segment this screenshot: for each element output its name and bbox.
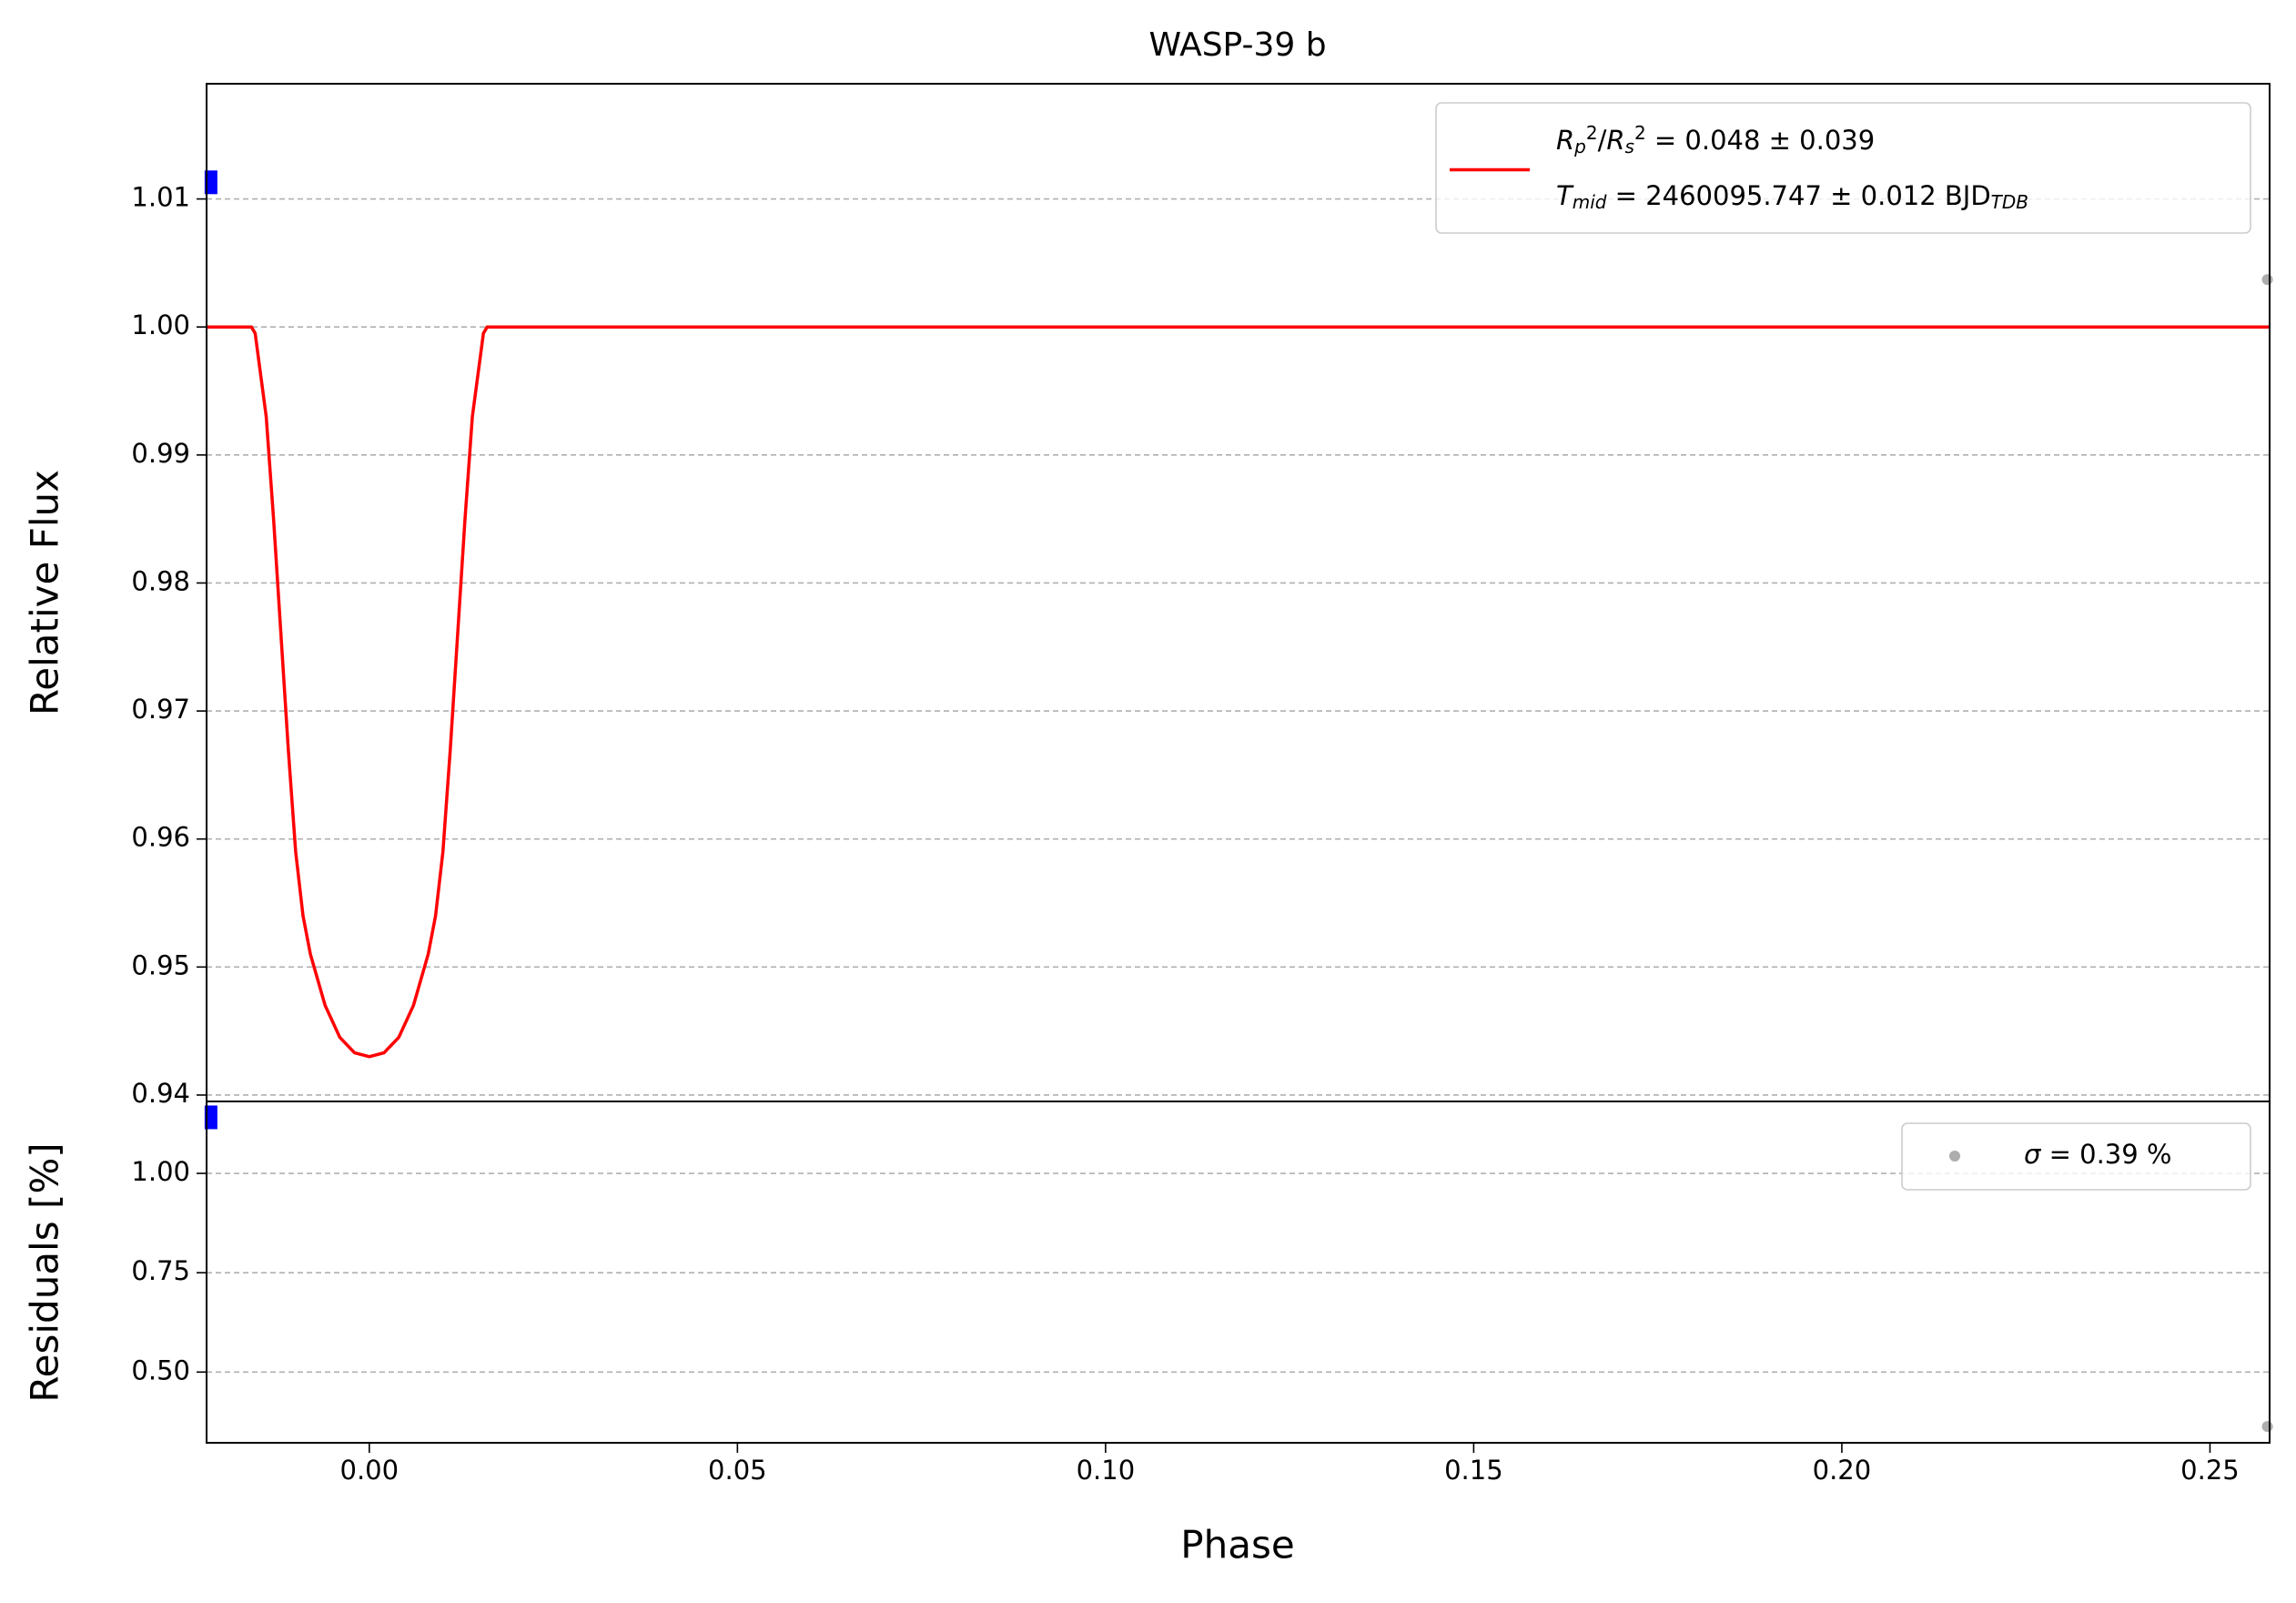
legend-label: σ = 0.39 %	[2024, 1139, 2171, 1170]
x-tick-label: 0.25	[2180, 1455, 2240, 1486]
chart-title: WASP-39 b	[1148, 26, 1326, 64]
y-tick-label: 0.96	[131, 822, 190, 853]
y-tick-label: 0.98	[131, 565, 190, 596]
legend-label: Tmid = 2460095.747 ± 0.012 BJDTDB	[1556, 180, 2028, 213]
y-tick-label: 0.95	[131, 949, 190, 980]
x-tick-label: 0.05	[708, 1455, 767, 1486]
x-tick-label: 0.00	[340, 1455, 400, 1486]
legend-box	[1435, 102, 2251, 234]
y-tick-label: 1.00	[131, 1156, 190, 1187]
y-tick-label: 0.50	[131, 1354, 190, 1385]
legend-swatch	[1949, 1151, 1960, 1162]
legend-text: σ	[2024, 1139, 2042, 1170]
data-point	[2261, 1421, 2273, 1433]
y-tick-label: 0.97	[131, 694, 190, 725]
data-point	[2261, 274, 2273, 286]
legend-text: = 0.048 ± 0.039	[1646, 125, 1876, 156]
legend-text: p	[1573, 136, 1586, 157]
legend-text: TDB	[1991, 191, 2028, 213]
legend-text: T	[1556, 180, 1574, 211]
axes-frame	[206, 1101, 2271, 1444]
x-tick-label: 0.20	[1813, 1455, 1872, 1486]
legend-text: = 2460095.747 ± 0.012 BJD	[1606, 180, 1990, 211]
legend-box	[1901, 1122, 2251, 1191]
y-axis-label: Relative Flux	[23, 470, 67, 715]
legend-text: R	[1606, 125, 1624, 156]
legend-text: = 0.39 %	[2040, 1139, 2171, 1170]
flux-model-line	[207, 325, 2270, 1059]
axes-frame	[206, 83, 2271, 1102]
legend-text: /	[1598, 125, 1607, 156]
legend-text: mid	[1573, 191, 1607, 213]
legend-text: s	[1625, 136, 1634, 157]
y-axis-label: Residuals [%]	[23, 1142, 67, 1402]
data-point	[204, 170, 217, 195]
y-tick-label: 0.99	[131, 438, 190, 469]
x-axis-label: Phase	[1180, 1523, 1294, 1567]
legend-label: Rp2/Rs2 = 0.048 ± 0.039	[1556, 122, 1875, 157]
y-tick-label: 1.01	[131, 182, 190, 213]
y-tick-label: 0.94	[131, 1078, 190, 1109]
legend-text: R	[1556, 125, 1574, 156]
y-tick-label: 0.75	[131, 1255, 190, 1286]
x-tick-label: 0.15	[1444, 1455, 1503, 1486]
legend-text: 2	[1634, 122, 1646, 144]
x-tick-label: 0.10	[1077, 1455, 1136, 1486]
y-tick-label: 1.00	[131, 309, 190, 340]
legend-text: 2	[1586, 122, 1598, 144]
data-point	[204, 1105, 217, 1130]
